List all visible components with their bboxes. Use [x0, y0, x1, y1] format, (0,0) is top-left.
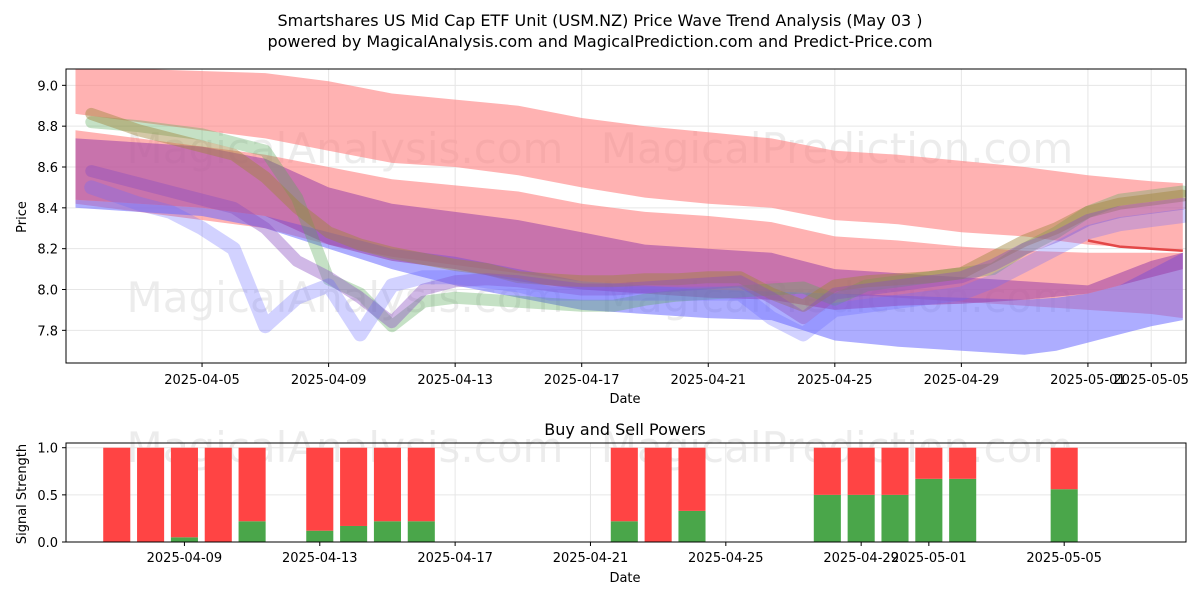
x-tick-label: 2025-04-21	[670, 373, 746, 388]
y-tick-label: 1.0	[37, 442, 58, 457]
price-x-label: Date	[609, 392, 640, 407]
y-tick-label: 7.8	[37, 324, 58, 339]
y-tick-label: 0.5	[37, 489, 58, 504]
x-tick-label: 2025-04-05	[164, 373, 240, 388]
buy-bar	[1050, 489, 1078, 542]
buy-bar	[238, 521, 266, 542]
sell-bar	[170, 447, 198, 538]
buy-bar	[949, 478, 977, 542]
x-tick-label: 2025-05-05	[1026, 551, 1102, 566]
buy-sell-title: Buy and Sell Powers	[544, 420, 706, 439]
price-wave-lines	[84, 107, 1186, 342]
buy-sell-bars	[103, 447, 1078, 542]
x-tick-label: 2025-04-09	[147, 551, 223, 566]
x-tick-label: 2025-05-01	[891, 551, 967, 566]
band-area	[75, 130, 1183, 319]
buy-sell-x-label: Date	[609, 571, 640, 586]
x-tick-label: 2025-04-17	[544, 373, 620, 388]
sell-bar	[610, 447, 638, 522]
sell-bar	[103, 447, 131, 542]
x-tick-label: 2025-04-13	[417, 373, 493, 388]
buy-sell-y-label: Signal Strength	[15, 444, 30, 544]
buy-bar	[847, 494, 875, 542]
sell-bar	[204, 447, 232, 542]
wave-line	[84, 180, 1186, 342]
x-tick-label: 2025-04-29	[924, 373, 1000, 388]
x-tick-label: 2025-04-17	[417, 551, 493, 566]
band-area	[75, 69, 1183, 251]
sell-bar	[847, 447, 875, 495]
buy-bar	[813, 494, 841, 542]
sell-bar	[373, 447, 401, 522]
sell-bar	[238, 447, 266, 522]
price-chart: MagicalAnalysis.comMagicalPrediction.com…	[15, 68, 1189, 407]
sell-bar	[407, 447, 435, 522]
sell-bar	[915, 447, 943, 479]
buy-bar	[881, 494, 909, 542]
x-tick-label: 2025-05-01	[1050, 373, 1126, 388]
buy-sell-axes: 2025-04-09 2025-04-13 2025-04-17 2025-04-21…	[37, 442, 1187, 566]
price-bands	[75, 69, 1183, 355]
plot-frame	[65, 68, 1187, 364]
buy-bar	[915, 478, 943, 542]
y-tick-label: 8.2	[37, 243, 58, 258]
buy-bar	[373, 521, 401, 542]
buy-bar	[407, 521, 435, 542]
x-tick-label: 2025-04-09	[291, 373, 367, 388]
y-tick-label: 8.8	[37, 120, 58, 135]
sell-bar	[137, 447, 165, 542]
wave-line	[85, 107, 1186, 312]
sell-bar	[881, 447, 909, 495]
sell-bar	[306, 447, 334, 531]
y-tick-label: 8.4	[37, 202, 58, 217]
sell-bar	[644, 447, 672, 542]
x-tick-label: 2025-04-25	[688, 551, 764, 566]
y-tick-label: 9.0	[37, 79, 58, 94]
wave-line	[85, 116, 1186, 333]
x-tick-label: 2025-04-29	[823, 551, 899, 566]
chart-subtitle: powered by MagicalAnalysis.com and Magic…	[267, 32, 932, 51]
buy-sell-chart: Buy and Sell Powers MagicalAnalysis.comM…	[15, 420, 1187, 586]
price-y-label: Price	[15, 201, 30, 233]
price-axes: 2025-04-05 2025-04-09 2025-04-13 2025-04-17…	[37, 68, 1189, 388]
plot-frame	[65, 442, 1187, 543]
band-area	[75, 138, 1183, 310]
buy-bar	[306, 530, 334, 542]
sell-bar	[340, 447, 368, 526]
sell-bar	[949, 447, 977, 479]
sell-bar	[1050, 447, 1078, 490]
sell-bar	[813, 447, 841, 495]
sell-bar	[678, 447, 706, 511]
buy-bar	[170, 537, 198, 542]
buy-bar	[610, 521, 638, 542]
x-tick-label: 2025-05-05	[1113, 373, 1189, 388]
forecast-line	[1087, 239, 1183, 252]
buy-bar	[678, 510, 706, 542]
x-tick-label: 2025-04-13	[282, 551, 358, 566]
y-tick-label: 8.0	[37, 284, 58, 299]
buy-bar	[340, 525, 368, 542]
y-tick-label: 0.0	[37, 536, 58, 551]
y-tick-label: 8.6	[37, 161, 58, 176]
wave-line	[85, 165, 1186, 329]
chart-title: Smartshares US Mid Cap ETF Unit (USM.NZ)…	[277, 11, 922, 30]
x-tick-label: 2025-04-21	[553, 551, 629, 566]
x-tick-label: 2025-04-25	[797, 373, 873, 388]
